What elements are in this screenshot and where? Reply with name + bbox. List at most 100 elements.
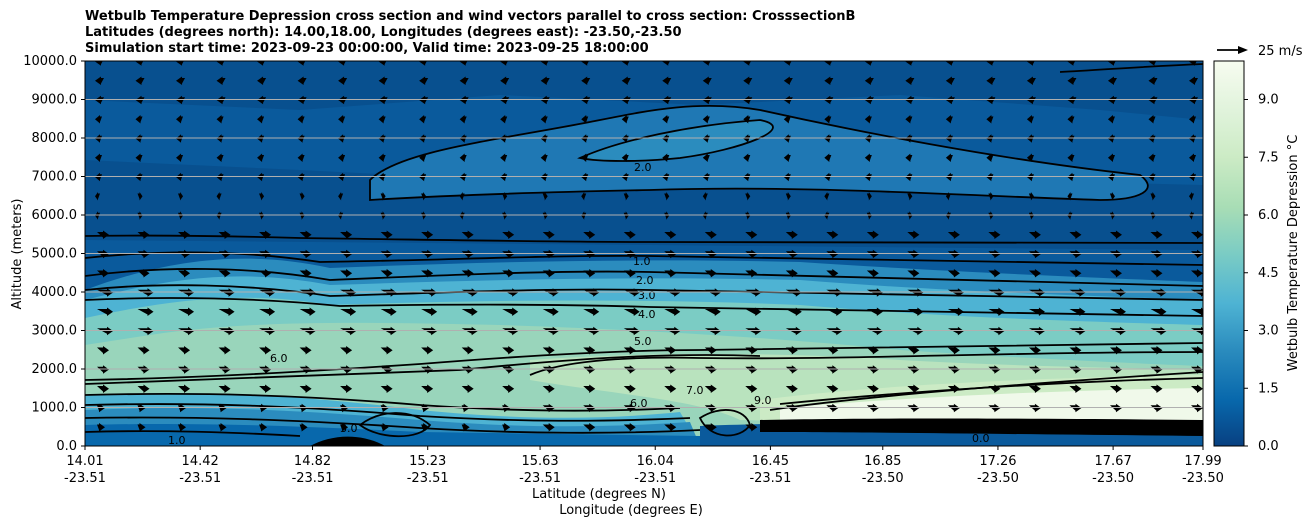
contour-label-group: 1.0 2.0 3.0 4.0 5.0 6.0 7.0 9.0 6.0 2.0 … [168, 161, 990, 447]
wind-vector-icon [500, 61, 508, 66]
y-tick-label: 7000.0 [32, 170, 78, 185]
wind-vector-icon [1028, 384, 1041, 393]
wind-vector-icon [461, 384, 474, 393]
wind-vector-icon [461, 269, 474, 278]
y-tick-label: 4000.0 [32, 285, 78, 300]
wind-vector-icon [135, 115, 143, 124]
wind-vector-icon [380, 423, 389, 432]
wind-vector-icon [1189, 153, 1196, 162]
wind-vector-icon [1026, 61, 1035, 66]
wind-vector-icon [623, 269, 636, 278]
wind-vector-icon [947, 384, 960, 393]
wind-vector-icon [1109, 230, 1122, 239]
wind-vector-icon [907, 192, 913, 201]
wind-vector-icon [947, 346, 960, 355]
wind-vector-icon [135, 76, 145, 85]
wind-vector-icon [1067, 192, 1073, 201]
wind-vector-icon [95, 61, 103, 66]
wind-vector-icon [459, 192, 465, 201]
x-tick-label-lat: 17.67 [1095, 454, 1132, 469]
wind-vector-icon [664, 269, 677, 278]
x-tick-label-lon: -23.50 [1182, 471, 1224, 486]
wind-vector-icon [178, 307, 195, 316]
wind-vector-icon [380, 384, 393, 393]
y-tick-label: 3000.0 [32, 324, 78, 339]
wind-vector-icon [866, 423, 879, 432]
wind-vector-icon [988, 423, 1001, 432]
wind-vector-icon [743, 61, 752, 66]
x-tick-label-lat: 16.04 [637, 454, 674, 469]
colorbar-ticks: 0.0 1.5 3.0 4.5 6.0 7.5 9.0 [1244, 93, 1279, 454]
colorbar: 0.0 1.5 3.0 4.5 6.0 7.5 9.0 Wetbulb Temperatur… [1213, 60, 1301, 454]
wind-vector-icon [702, 115, 710, 124]
wind-vector-icon [745, 192, 751, 201]
wind-vector-icon [1189, 76, 1198, 85]
wind-vector-icon [1107, 115, 1115, 124]
colorbar-tick-label: 4.5 [1258, 266, 1279, 281]
x-tick-label-lat: 17.99 [1184, 454, 1221, 469]
colorbar-tick-label: 9.0 [1258, 93, 1279, 108]
wind-vector-icon [178, 230, 191, 239]
wind-vector-icon [583, 230, 596, 239]
wind-vector-icon [1026, 153, 1034, 162]
wind-vector-icon [500, 76, 510, 85]
wind-vector-icon [502, 230, 515, 239]
wind-vector-icon [824, 153, 832, 162]
wind-vector-icon [297, 115, 305, 124]
wind-vector-icon [1150, 346, 1163, 355]
wind-vector-icon [1069, 230, 1082, 239]
wind-vector-icon [297, 61, 306, 66]
y-tick-label: 0.0 [56, 439, 77, 454]
colorbar-tick-label: 0.0 [1258, 439, 1279, 454]
x-tick-label-lon: -23.50 [1092, 471, 1134, 486]
wind-vector-icon [621, 61, 630, 66]
wind-vector-icon [1191, 230, 1203, 239]
wind-vector-icon [421, 423, 430, 432]
x-axis: 14.01 -23.51 14.42 -23.51 14.82 -23.51 15.23 -2… [64, 446, 1224, 486]
wind-vector-icon [704, 423, 717, 432]
wind-vector-icon [581, 76, 591, 85]
wind-vector-icon [623, 384, 636, 393]
wind-vector-icon [745, 307, 762, 316]
wind-vector-icon [702, 76, 712, 85]
quiver-key: 25 m/s [1217, 44, 1303, 59]
wind-vector-icon [826, 384, 839, 393]
quiver-key-label: 25 m/s [1258, 44, 1303, 59]
wind-vector-icon [540, 153, 548, 162]
wind-vector-icon [824, 76, 834, 85]
wind-vector-icon [218, 346, 231, 355]
wind-vector-icon [743, 153, 751, 162]
wind-vector-icon [218, 384, 231, 393]
wind-vector-icon [1069, 384, 1082, 393]
wind-vector-icon [662, 61, 671, 66]
colorbar-bar [1213, 60, 1245, 447]
title-line-2: Latitudes (degrees north): 14.00,18.00, … [85, 25, 682, 40]
wind-vector-icon [338, 153, 346, 162]
wind-vector-icon [905, 61, 914, 66]
wind-vector-icon [785, 269, 798, 278]
wind-vector-icon [1191, 269, 1203, 278]
wind-vector-icon [218, 269, 231, 278]
title-line-3: Simulation start time: 2023-09-23 00:00:… [85, 41, 649, 56]
wind-vector-icon [97, 230, 109, 239]
y-tick-label: 9000.0 [32, 93, 78, 108]
y-tick-label: 5000.0 [32, 247, 78, 262]
wind-vector-icon [1148, 76, 1158, 85]
wind-vector-icon [137, 230, 150, 239]
wind-vector-icon [299, 423, 308, 432]
wind-vector-icon [299, 346, 312, 355]
wind-vector-icon [866, 192, 872, 201]
contour-label: 0.0 [972, 432, 990, 445]
wind-vector-icon [905, 153, 913, 162]
wind-vector-icon [621, 115, 629, 124]
wind-vector-icon [907, 230, 920, 239]
wind-vector-icon [1150, 269, 1163, 278]
wind-vector-icon [581, 61, 589, 66]
wind-vector-icon [502, 269, 515, 278]
wind-vector-icon [218, 423, 227, 432]
wind-vector-icon [216, 115, 224, 124]
wind-vector-icon [97, 307, 113, 316]
wind-vector-icon [583, 269, 596, 278]
wind-vector-icon [988, 230, 1001, 239]
wind-vector-icon [502, 423, 511, 432]
